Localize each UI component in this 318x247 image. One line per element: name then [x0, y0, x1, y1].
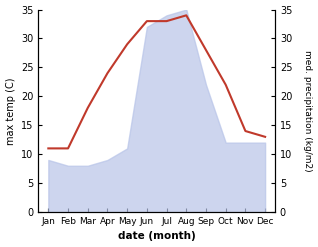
X-axis label: date (month): date (month): [118, 231, 196, 242]
Y-axis label: med. precipitation (kg/m2): med. precipitation (kg/m2): [303, 50, 313, 172]
Y-axis label: max temp (C): max temp (C): [5, 77, 16, 144]
